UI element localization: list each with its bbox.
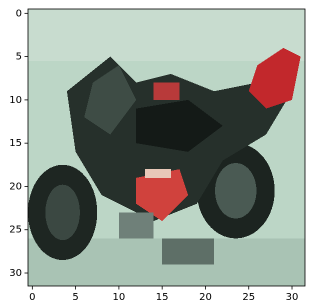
x-tick-label: 0 bbox=[29, 292, 35, 303]
y-tick-label: 15 bbox=[9, 138, 22, 149]
y-tick-label: 5 bbox=[16, 52, 22, 63]
x-tick-label: 20 bbox=[199, 292, 212, 303]
y-tick-label: 10 bbox=[9, 95, 22, 106]
x-tick-label: 30 bbox=[286, 292, 299, 303]
x-tick-label: 25 bbox=[242, 292, 255, 303]
x-tick-label: 10 bbox=[113, 292, 126, 303]
y-tick-label: 25 bbox=[9, 225, 22, 236]
y-tick-label: 30 bbox=[9, 268, 22, 279]
x-tick-label: 5 bbox=[72, 292, 78, 303]
image bbox=[28, 9, 305, 290]
x-tick-label: 15 bbox=[156, 292, 169, 303]
y-tick-label: 0 bbox=[16, 8, 22, 19]
chart: 0 5 10 15 20 25 30 0 5 10 15 20 25 30 bbox=[0, 0, 308, 306]
y-tick-label: 20 bbox=[9, 181, 22, 192]
